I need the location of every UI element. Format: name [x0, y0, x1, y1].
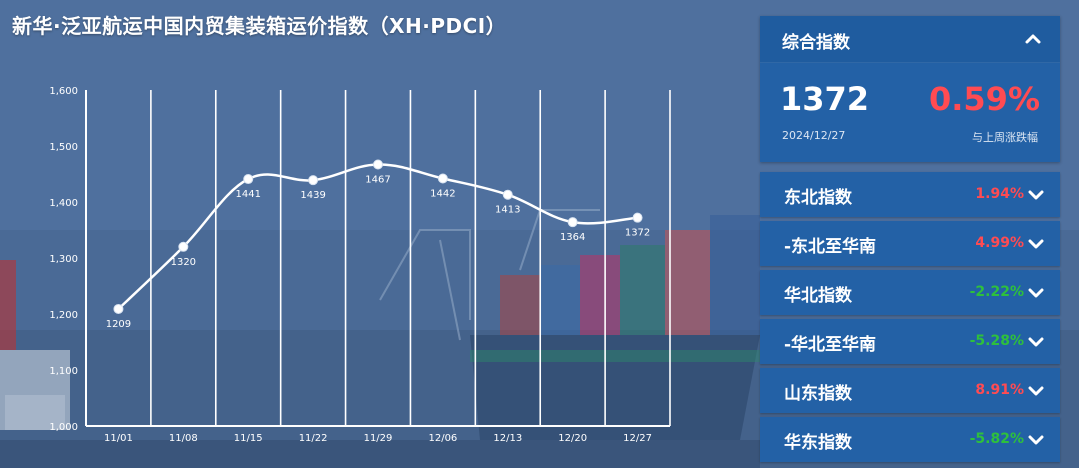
index-row-label: -华北至华南 [784, 335, 877, 355]
index-row-change: -5.82% [969, 431, 1024, 447]
data-point [308, 175, 319, 186]
composite-index-change: 0.59% [928, 80, 1040, 118]
index-row-huabei[interactable]: 华北指数 -2.22% [760, 270, 1060, 315]
data-label: 1442 [430, 188, 455, 199]
data-label: 1441 [235, 189, 260, 200]
chevron-down-icon[interactable] [1028, 189, 1044, 201]
composite-index-header[interactable]: 综合指数 [760, 16, 1060, 63]
chevron-down-icon[interactable] [1028, 336, 1044, 348]
data-label: 1209 [106, 319, 131, 330]
data-label: 1320 [171, 257, 196, 268]
data-point [243, 174, 254, 185]
index-row-label: -东北至华南 [784, 237, 877, 257]
x-tick-label: 11/01 [104, 433, 133, 444]
y-tick-label: 1,600 [49, 86, 78, 97]
y-tick-label: 1,100 [49, 366, 78, 377]
x-tick-label: 11/08 [169, 433, 198, 444]
x-tick-label: 12/13 [493, 433, 522, 444]
index-panel: 综合指数 1372 2024/12/27 0.59% 与上周涨跌幅 东北指数 1… [760, 16, 1060, 462]
chevron-down-icon[interactable] [1028, 434, 1044, 446]
data-label: 1364 [560, 232, 585, 243]
y-tick-label: 1,300 [49, 254, 78, 265]
index-row-change: -2.22% [969, 284, 1024, 300]
data-point [373, 159, 383, 170]
data-point [632, 212, 643, 223]
x-tick-label: 12/27 [623, 433, 652, 444]
index-row-dongbei[interactable]: 东北指数 1.94% [760, 172, 1060, 217]
x-tick-label: 12/20 [558, 433, 587, 444]
data-point [567, 217, 578, 228]
x-tick-label: 11/29 [364, 433, 393, 444]
page-title: 新华·泛亚航运中国内贸集装箱运价指数（XH·PDCI） [12, 14, 507, 38]
index-row-change: 8.91% [975, 382, 1024, 398]
data-label: 1413 [495, 205, 520, 216]
index-row-label: 华东指数 [784, 433, 852, 453]
data-label: 1372 [625, 228, 650, 239]
composite-index-card: 综合指数 1372 2024/12/27 0.59% 与上周涨跌幅 [760, 16, 1060, 162]
index-row-shandong[interactable]: 山东指数 8.91% [760, 368, 1060, 413]
data-label: 1439 [300, 190, 325, 201]
chevron-down-icon[interactable] [1028, 287, 1044, 299]
composite-index-date: 2024/12/27 [782, 129, 846, 142]
index-line-chart: 1,000 1,100 1,200 1,300 1,400 1,500 1,600 11/01… [49, 86, 671, 444]
x-tick-label: 12/06 [428, 433, 457, 444]
data-point [437, 173, 448, 184]
index-row-label: 山东指数 [784, 384, 852, 404]
data-point [113, 303, 124, 314]
data-point [178, 241, 189, 252]
index-row-change: 4.99% [975, 235, 1024, 251]
y-tick-label: 1,500 [49, 142, 78, 153]
chevron-up-icon[interactable] [1024, 30, 1042, 48]
composite-index-value: 1372 [780, 80, 870, 118]
index-row-label: 华北指数 [784, 286, 852, 306]
index-row-huadong[interactable]: 华东指数 -5.82% [760, 417, 1060, 462]
data-point [502, 189, 513, 200]
index-row-dongbei-huanan[interactable]: -东北至华南 4.99% [760, 221, 1060, 266]
index-row-label: 东北指数 [784, 188, 852, 208]
index-row-huabei-huanan[interactable]: -华北至华南 -5.28% [760, 319, 1060, 364]
chevron-down-icon[interactable] [1028, 385, 1044, 397]
x-tick-label: 11/22 [299, 433, 328, 444]
y-tick-label: 1,000 [49, 422, 78, 433]
change-caption: 与上周涨跌幅 [972, 131, 1038, 144]
y-tick-label: 1,200 [49, 310, 78, 321]
y-tick-label: 1,400 [49, 198, 78, 209]
composite-index-label: 综合指数 [782, 33, 850, 53]
index-row-change: -5.28% [969, 333, 1024, 349]
x-tick-label: 11/15 [234, 433, 263, 444]
index-row-change: 1.94% [975, 186, 1024, 202]
chevron-down-icon[interactable] [1028, 238, 1044, 250]
data-label: 1467 [365, 174, 390, 185]
